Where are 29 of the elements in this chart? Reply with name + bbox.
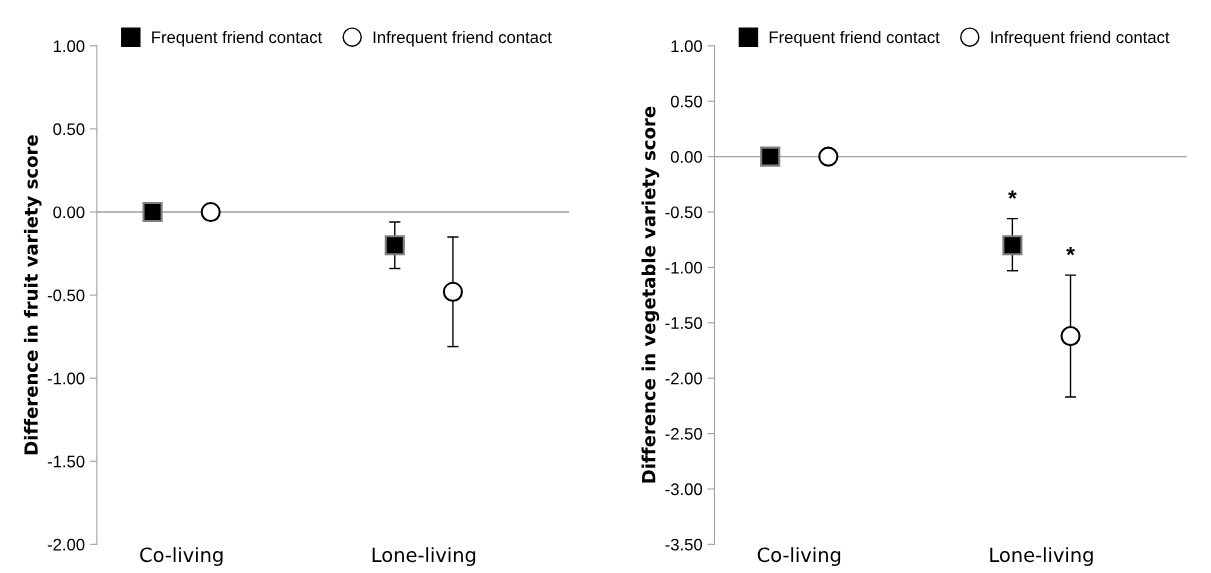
y-tick-label: 1.00 bbox=[53, 40, 85, 53]
y-tick-label: -3.50 bbox=[665, 538, 703, 551]
y-tick-label: -3.00 bbox=[665, 483, 703, 496]
y-tick-label: -0.50 bbox=[665, 206, 703, 219]
y-tick-label: 0.00 bbox=[670, 151, 703, 163]
y-tick-label: -1.50 bbox=[47, 455, 85, 468]
legend-label: Frequent friend contact bbox=[769, 30, 940, 47]
y-axis-title: Difference in vegetable variety score bbox=[641, 106, 660, 483]
y-tick-label: 0.50 bbox=[53, 123, 85, 136]
legend-label: Infrequent friend contact bbox=[991, 30, 1170, 47]
y-tick-label: -0.50 bbox=[47, 289, 85, 302]
annotation: * bbox=[1066, 246, 1075, 256]
y-tick-label: -1.50 bbox=[665, 317, 703, 329]
y-tick-label: -2.00 bbox=[47, 538, 85, 551]
x-tick-label: Co-living bbox=[757, 547, 841, 566]
annotation: * bbox=[1008, 190, 1017, 199]
y-tick-label: -2.00 bbox=[665, 372, 703, 385]
legend-label: Frequent friend contact bbox=[152, 30, 323, 47]
x-tick-label: Co-living bbox=[140, 547, 223, 566]
x-tick-label: Lone-living bbox=[372, 547, 476, 566]
y-tick-label: -1.00 bbox=[665, 261, 703, 274]
legend-label: Infrequent friend contact bbox=[373, 30, 552, 47]
y-tick-label: -1.00 bbox=[47, 372, 85, 385]
y-axis-title: Difference in fruit variety score bbox=[23, 135, 42, 455]
y-tick-label: 0.00 bbox=[53, 206, 85, 219]
y-tick-label: 1.00 bbox=[671, 40, 703, 53]
y-tick-label: -2.50 bbox=[665, 427, 703, 440]
x-tick-label: Lone-living bbox=[990, 547, 1093, 566]
y-tick-label: 0.50 bbox=[670, 95, 703, 108]
